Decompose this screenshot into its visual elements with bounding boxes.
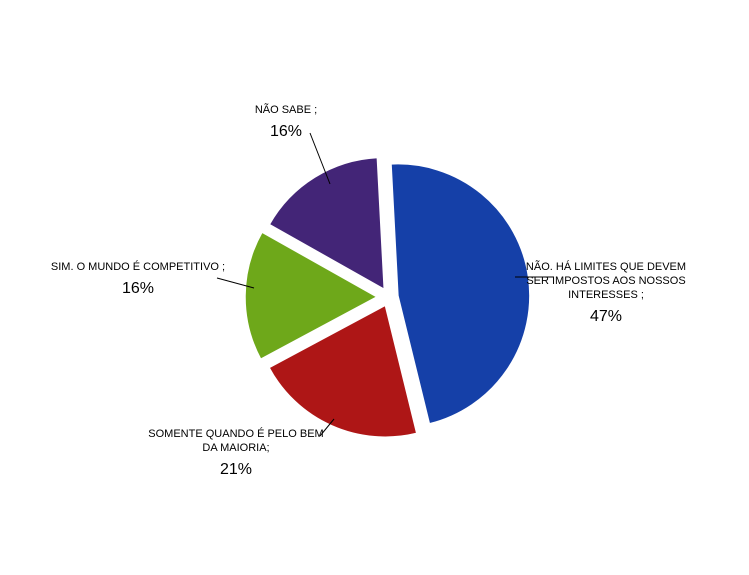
slice-label-1: SOMENTE QUANDO É PELO BEM DA MAIORIA; 21%	[148, 427, 323, 478]
leader-line-3	[309, 132, 331, 185]
slice-percent-label: 47%	[590, 308, 622, 325]
slice-percent-label: 16%	[122, 280, 154, 297]
pie-slice-0	[390, 162, 531, 425]
leader-line-1	[319, 418, 335, 437]
slice-label-line: NÃO. HÁ LIMITES QUE DEVEM	[526, 260, 686, 273]
slice-label-line: SER IMPOSTOS AOS NOSSOS	[526, 275, 685, 287]
leader-line-2	[216, 277, 255, 289]
slice-label-line: DA MAIORIA;	[202, 442, 269, 454]
slice-label-2: SIM. O MUNDO É COMPETITIVO ; 16%	[51, 260, 225, 297]
slice-label-3: NÃO SABE ; 16%	[255, 103, 317, 140]
slice-percent-label: 21%	[220, 461, 252, 478]
slice-label-line: NÃO SABE ;	[255, 103, 317, 116]
slice-label-line: SOMENTE QUANDO É PELO BEM	[148, 427, 323, 440]
slice-percent-label: 16%	[270, 123, 302, 140]
slice-label-line: SIM. O MUNDO É COMPETITIVO ;	[51, 260, 225, 273]
pie-slice-2	[244, 231, 379, 361]
pie-slice-3	[268, 156, 386, 291]
slice-label-line: INTERESSES ;	[568, 289, 644, 301]
slice-label-0: NÃO. HÁ LIMITES QUE DEVEM SER IMPOSTOS AO…	[526, 260, 686, 325]
pie-slice-1	[267, 304, 418, 438]
